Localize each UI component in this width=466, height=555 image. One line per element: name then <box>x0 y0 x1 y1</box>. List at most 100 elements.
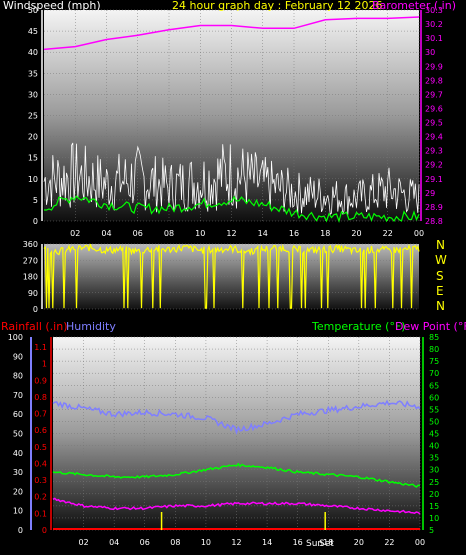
barometer-tick-label: 30.3 <box>425 6 443 15</box>
barometer-tick-label: 28.8 <box>425 217 443 226</box>
rainfall-tick-label: 0 <box>42 526 47 535</box>
barometer-tick-label: 30.2 <box>425 20 443 29</box>
wind-x-tick-label: 14 <box>258 229 268 238</box>
humidity-tick-label: 0 <box>18 526 23 535</box>
humidity-tick-label: 40 <box>13 449 23 458</box>
wind-tick-label: 40 <box>28 48 38 57</box>
barometer-tick-label: 29.7 <box>425 90 443 99</box>
rainfall-tick-label: 1 <box>42 360 47 369</box>
wind-tick-label: 30 <box>28 90 38 99</box>
dewpoint-axis-title: Dew Point (°F) <box>395 320 466 333</box>
humidity-tick-label: 70 <box>13 391 23 400</box>
rainfall-tick-label: 0.1 <box>34 509 47 518</box>
wind-x-tick-label: 16 <box>289 229 299 238</box>
direction-tick-label: 360 <box>23 240 38 249</box>
wind-average-series <box>44 195 420 223</box>
humidity-tick-label: 90 <box>13 352 23 361</box>
barometer-tick-label: 29.4 <box>425 133 443 142</box>
humidity-tick-label: 80 <box>13 372 23 381</box>
compass-w: W <box>435 253 447 267</box>
rainfall-tick-label: 0.4 <box>34 459 47 468</box>
wind-x-tick-label: 04 <box>101 229 111 238</box>
temp-x-tick-label: 12 <box>231 538 241 547</box>
compass-e: E <box>436 284 444 298</box>
wind-speed-series <box>43 142 420 216</box>
temperature-tick-label: 60 <box>429 393 439 402</box>
wind-tick-label: 20 <box>28 133 38 142</box>
barometer-tick-label: 28.9 <box>425 203 443 212</box>
sunset-label: Set <box>319 539 334 549</box>
direction-tick-label: 270 <box>23 256 38 265</box>
wind-tick-label: 45 <box>28 27 38 36</box>
barometer-tick-label: 29.3 <box>425 147 443 156</box>
rainfall-axis-title: Rainfall (.in) <box>1 320 68 333</box>
rainfall-tick-label: 0.3 <box>34 476 47 485</box>
wind-tick-label: 5 <box>33 196 38 205</box>
humidity-tick-label: 10 <box>13 507 23 516</box>
humidity-tick-label: 20 <box>13 487 23 496</box>
humidity-tick-label: 60 <box>13 410 23 419</box>
direction-tick-label: 90 <box>28 289 38 298</box>
wind-tick-label: 25 <box>28 112 38 121</box>
wind-tick-label: 35 <box>28 69 38 78</box>
wind-x-tick-label: 20 <box>351 229 361 238</box>
temp-x-tick-label: 08 <box>170 538 180 547</box>
temperature-tick-label: 15 <box>429 502 439 511</box>
temp-x-tick-label: 04 <box>109 538 119 547</box>
wind-tick-label: 50 <box>28 6 38 15</box>
temperature-tick-label: 50 <box>429 417 439 426</box>
barometer-tick-label: 30 <box>425 48 435 57</box>
temperature-tick-label: 30 <box>429 466 439 475</box>
rainfall-tick-label: 0.8 <box>34 393 47 402</box>
barometer-tick-label: 29.6 <box>425 104 443 113</box>
rainfall-tick-label: 0.5 <box>34 443 47 452</box>
temperature-tick-label: 85 <box>429 333 439 342</box>
temperature-tick-label: 5 <box>429 526 434 535</box>
temperature-tick-label: 70 <box>429 369 439 378</box>
rainfall-tick-label: 1.1 <box>34 343 47 352</box>
temperature-tick-label: 65 <box>429 381 439 390</box>
sunrise-label: Sun <box>306 539 323 549</box>
temperature-tick-label: 10 <box>429 514 439 523</box>
barometer-axis-title: Barometer (.in) <box>372 0 456 12</box>
wind-x-tick-label: 06 <box>133 229 143 238</box>
barometer-tick-label: 29.1 <box>425 175 443 184</box>
rainfall-tick-label: 0.7 <box>34 410 47 419</box>
humidity-axis-title: Humidity <box>66 320 116 333</box>
rainfall-tick-label: 0.6 <box>34 426 47 435</box>
temp-x-tick-label: 06 <box>140 538 150 547</box>
rainfall-tick-label: 0.9 <box>34 376 47 385</box>
wind-tick-label: 10 <box>28 175 38 184</box>
temperature-tick-label: 45 <box>429 430 439 439</box>
barometer-tick-label: 29.2 <box>425 161 443 170</box>
humidity-tick-label: 50 <box>13 430 23 439</box>
wind-tick-label: 0 <box>33 217 38 226</box>
humidity-tick-label: 30 <box>13 468 23 477</box>
temp-x-tick-label: 02 <box>78 538 88 547</box>
wind-x-tick-label: 00 <box>414 229 424 238</box>
temperature-tick-label: 75 <box>429 357 439 366</box>
barometer-series <box>43 16 420 51</box>
temp-x-tick-label: 18 <box>323 538 333 547</box>
wind-direction-series <box>43 243 420 309</box>
barometer-tick-label: 29.8 <box>425 76 443 85</box>
temperature-axis-title: Temperature (°F) <box>311 320 406 333</box>
temp-x-tick-label: 16 <box>293 538 303 547</box>
temperature-tick-label: 80 <box>429 345 439 354</box>
temperature-series <box>52 462 421 488</box>
temperature-tick-label: 20 <box>429 490 439 499</box>
dewpoint-series <box>52 497 421 515</box>
wind-x-tick-label: 08 <box>164 229 174 238</box>
barometer-tick-label: 29.5 <box>425 119 443 128</box>
barometer-tick-label: 29 <box>425 189 435 198</box>
temp-x-tick-label: 20 <box>354 538 364 547</box>
temperature-tick-label: 40 <box>429 442 439 451</box>
wind-x-tick-label: 12 <box>226 229 236 238</box>
barometer-tick-label: 29.9 <box>425 62 443 71</box>
wind-tick-label: 15 <box>28 154 38 163</box>
barometer-tick-label: 30.1 <box>425 34 443 43</box>
temperature-tick-label: 35 <box>429 454 439 463</box>
direction-tick-label: 0 <box>33 305 38 314</box>
wind-x-tick-label: 02 <box>70 229 80 238</box>
